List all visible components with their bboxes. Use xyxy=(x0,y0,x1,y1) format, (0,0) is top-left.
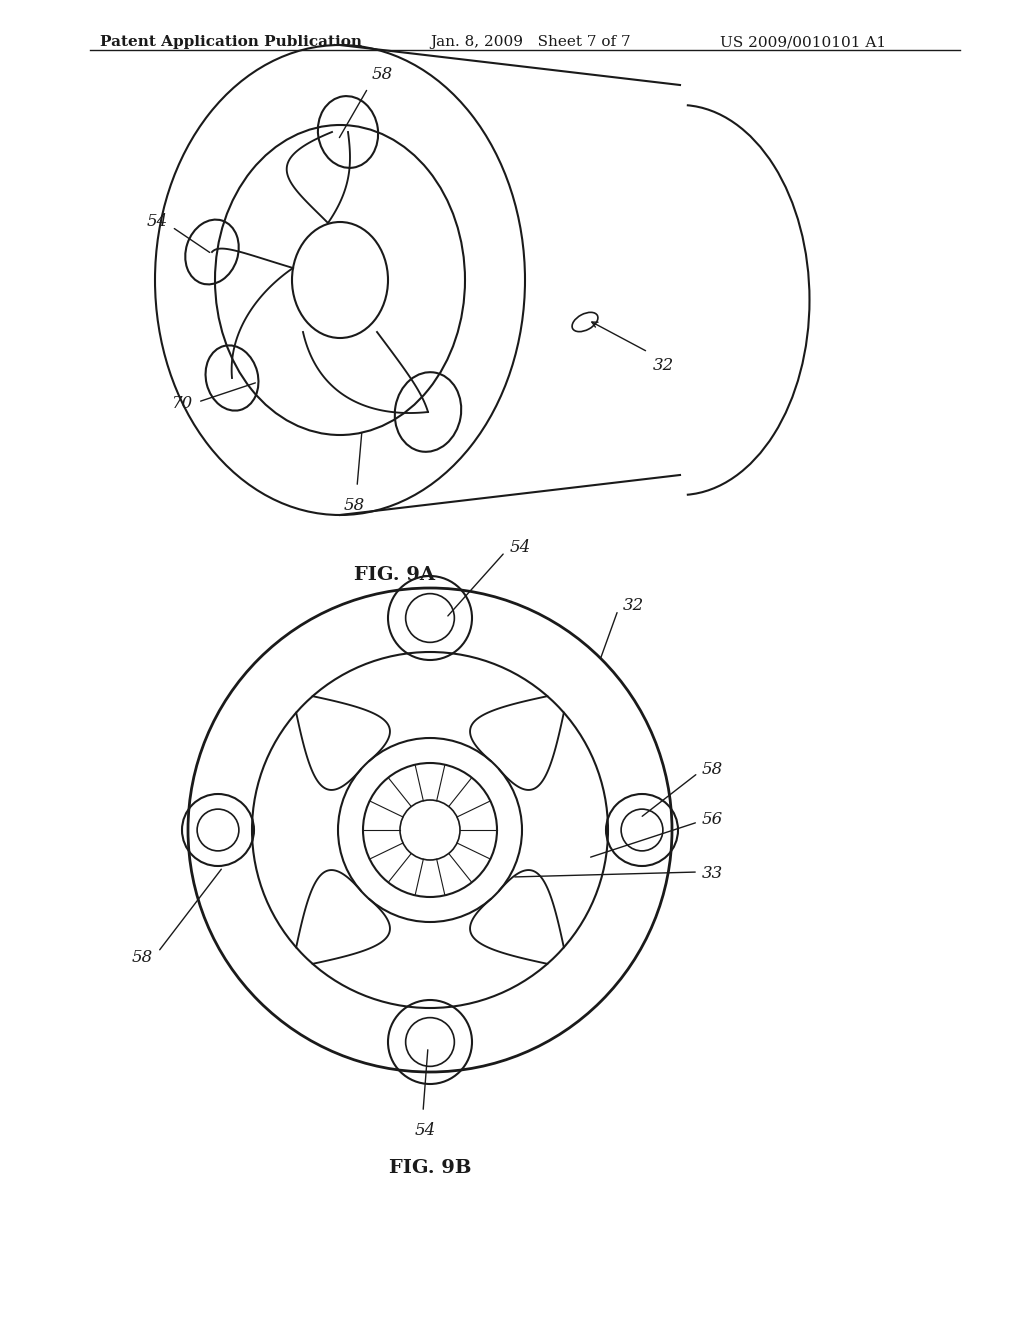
Text: FIG. 9A: FIG. 9A xyxy=(354,566,435,583)
Text: 32: 32 xyxy=(623,598,644,615)
Text: 54: 54 xyxy=(415,1122,435,1139)
Text: Jan. 8, 2009   Sheet 7 of 7: Jan. 8, 2009 Sheet 7 of 7 xyxy=(430,36,631,49)
Text: 70: 70 xyxy=(172,396,193,412)
Text: 54: 54 xyxy=(510,539,531,556)
Text: US 2009/0010101 A1: US 2009/0010101 A1 xyxy=(720,36,886,49)
Text: 56: 56 xyxy=(702,812,723,829)
Text: 54: 54 xyxy=(146,214,168,231)
Text: 58: 58 xyxy=(343,498,365,513)
Text: FIG. 9B: FIG. 9B xyxy=(389,1159,471,1177)
Text: 58: 58 xyxy=(372,66,393,83)
Text: 58: 58 xyxy=(702,762,723,779)
Text: 58: 58 xyxy=(132,949,153,965)
Text: 33: 33 xyxy=(702,865,723,882)
Text: 32: 32 xyxy=(653,356,674,374)
Text: Patent Application Publication: Patent Application Publication xyxy=(100,36,362,49)
